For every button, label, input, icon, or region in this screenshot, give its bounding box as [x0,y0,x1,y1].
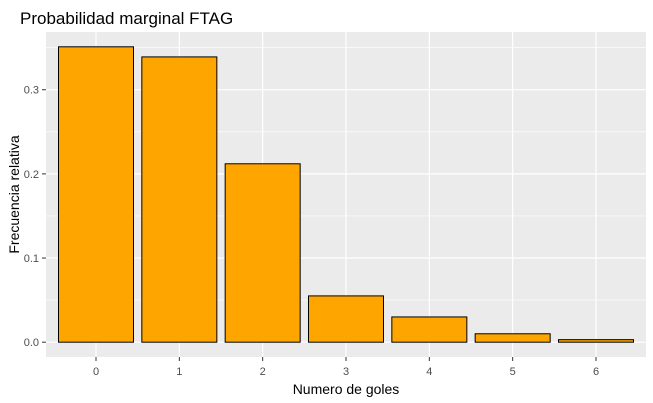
x-tick-label: 4 [426,366,432,378]
x-axis: 0 1 2 3 4 5 6 [93,357,599,378]
x-axis-title: Numero de goles [293,381,400,397]
bar-1 [141,56,218,343]
x-tick-label: 3 [343,366,349,378]
chart-title: Probabilidad marginal FTAG [20,9,233,28]
bar-3 [308,295,384,343]
y-tick-label: 0.0 [24,337,39,349]
x-tick-label: 6 [593,366,599,378]
bar-6 [558,339,634,343]
bar-4 [391,316,468,343]
x-tick-label: 5 [510,366,516,378]
bar-0 [58,46,134,343]
y-tick-label: 0.3 [24,85,39,97]
y-tick-label: 0.1 [24,253,39,265]
y-axis-title: Frecuencia relativa [6,135,22,253]
y-tick-label: 0.2 [24,169,39,181]
x-tick-label: 0 [93,366,99,378]
bars [58,46,634,343]
x-tick-label: 2 [260,366,266,378]
y-axis: 0.0 0.1 0.2 0.3 [24,85,46,349]
bar-5 [474,333,551,343]
bar-2 [224,163,301,343]
x-tick-label: 1 [176,366,182,378]
